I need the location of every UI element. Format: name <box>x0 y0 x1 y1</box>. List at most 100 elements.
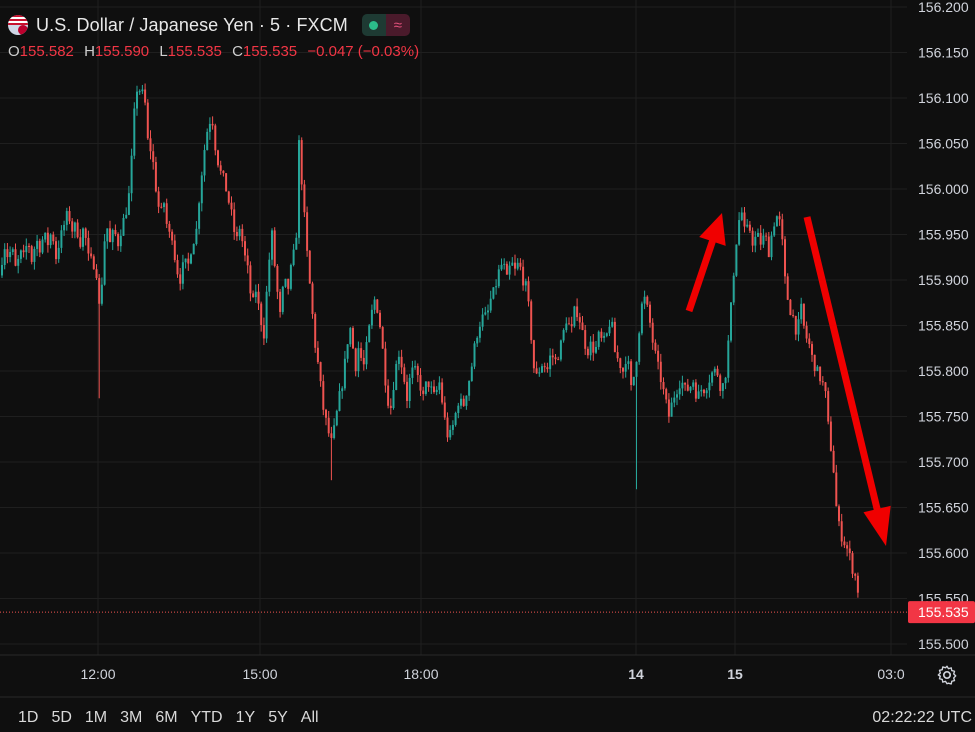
candle <box>138 89 141 95</box>
candle <box>63 220 66 236</box>
candle <box>735 244 738 277</box>
timeframe-all[interactable]: All <box>300 709 319 726</box>
candle <box>136 85 138 116</box>
timeframe-1d[interactable]: 1D <box>18 709 39 726</box>
candle <box>730 302 732 343</box>
candle <box>576 298 579 322</box>
candle <box>84 227 87 246</box>
indicator-wave-icon[interactable]: ≈ <box>385 14 410 36</box>
candle <box>630 359 633 391</box>
candle <box>163 201 165 213</box>
candle <box>541 363 543 374</box>
candle <box>376 298 379 314</box>
candle <box>603 332 606 343</box>
candle <box>233 202 236 240</box>
candle <box>222 170 225 177</box>
candle <box>816 365 819 372</box>
candle <box>667 393 670 423</box>
candle <box>379 309 381 329</box>
candle <box>422 386 425 401</box>
candle <box>19 249 22 264</box>
price-axis[interactable]: 156.200 156.150 156.100 156.050 156.000 155.9… <box>908 0 975 652</box>
last-price-label: 155.535 <box>918 604 969 620</box>
low-value: 155.535 <box>167 43 222 60</box>
candle <box>570 316 573 333</box>
candle <box>600 328 603 342</box>
candle <box>408 373 411 409</box>
timeframe-3m[interactable]: 3M <box>120 709 143 726</box>
candle <box>451 420 454 436</box>
candle <box>25 238 28 260</box>
candle <box>635 361 638 490</box>
candle <box>557 356 560 361</box>
candle <box>365 336 368 370</box>
candle <box>773 222 776 237</box>
candle <box>327 410 330 437</box>
candle <box>41 236 44 255</box>
candle <box>57 240 60 263</box>
time-axis[interactable]: 12:00 15:00 18:00 14 15 03:0 <box>80 666 904 682</box>
candle <box>52 231 55 245</box>
last-price-badge[interactable] <box>908 601 975 624</box>
candle <box>130 148 133 202</box>
candle <box>549 348 552 377</box>
high-label: H <box>84 43 95 60</box>
candle <box>522 259 525 291</box>
candle <box>476 336 479 347</box>
usd-jpy-flag-icon <box>8 15 28 35</box>
candle <box>586 346 589 359</box>
timeframe-5y[interactable]: 5Y <box>268 709 288 726</box>
price-tick-label: 155.650 <box>918 500 969 516</box>
market-status-pills[interactable]: ≈ <box>361 14 410 36</box>
candle <box>646 295 649 307</box>
candle <box>751 227 754 253</box>
candle <box>592 334 595 361</box>
timeframe-5d[interactable]: 5D <box>51 709 72 726</box>
timeframe-1y[interactable]: 1Y <box>235 709 256 726</box>
market-open-icon[interactable] <box>361 14 386 36</box>
candle <box>686 378 689 392</box>
timeframe-1m[interactable]: 1M <box>84 709 108 726</box>
candle <box>843 536 846 549</box>
candle <box>443 396 446 420</box>
candle <box>613 317 616 353</box>
candle <box>492 287 495 300</box>
candle <box>781 213 784 246</box>
candle <box>252 290 255 298</box>
candle <box>608 319 611 337</box>
up-arrow-annotation[interactable] <box>685 213 726 313</box>
candle <box>122 213 125 237</box>
symbol-title[interactable]: U.S. Dollar / Japanese Yen · 5 · FXCM <box>36 14 348 35</box>
candle <box>794 315 797 341</box>
candle <box>60 225 63 254</box>
candle <box>640 301 643 336</box>
timeframe-6m[interactable]: 6M <box>155 709 178 726</box>
candle <box>76 219 79 239</box>
candle <box>214 123 217 156</box>
candle <box>811 341 813 362</box>
low-label: L <box>159 43 168 60</box>
candle <box>511 257 514 266</box>
candle <box>627 355 630 370</box>
candle <box>838 504 840 527</box>
symbol-header[interactable]: U.S. Dollar / Japanese Yen · 5 · FXCM ≈ <box>8 12 410 38</box>
candle <box>535 361 538 375</box>
candle <box>468 380 471 401</box>
candle <box>748 221 751 234</box>
candle <box>298 135 300 244</box>
candle <box>778 211 781 226</box>
candle <box>335 409 338 427</box>
timeframe-ytd[interactable]: YTD <box>190 709 223 726</box>
down-arrow-annotation[interactable] <box>803 216 891 546</box>
candle <box>111 228 114 251</box>
candle <box>713 366 716 376</box>
gear-icon[interactable] <box>936 664 958 686</box>
candle <box>659 353 662 390</box>
candle <box>127 185 130 216</box>
candle <box>362 350 365 371</box>
candle <box>28 243 30 253</box>
time-tick-label: 03:0 <box>877 666 904 682</box>
candle <box>176 254 179 278</box>
utc-clock[interactable]: 02:22:22 UTC <box>872 709 972 726</box>
